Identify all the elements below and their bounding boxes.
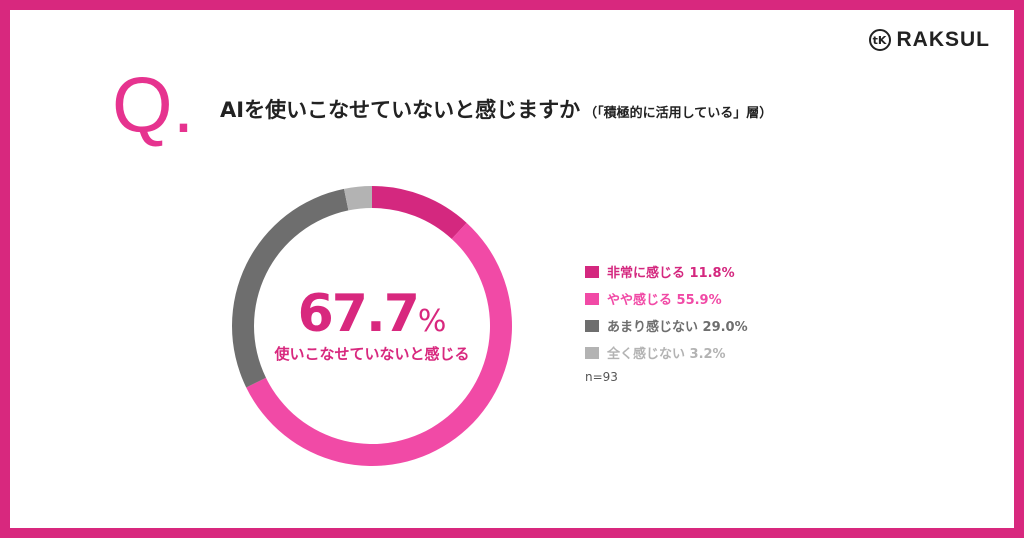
- raksul-logo-icon: tK: [868, 29, 891, 51]
- question-title: AIを使いこなせていないと感じますか （「積極的に活用している」層）: [220, 94, 772, 124]
- center-percent-sign: %: [417, 304, 447, 339]
- legend-item-1: 非常に感じる 11.8%: [585, 258, 748, 285]
- raksul-logo-text: RAKSUL: [896, 28, 990, 51]
- legend-item-3: あまり感じない 29.0%: [585, 312, 748, 339]
- center-label: 使いこなせていないと感じる: [274, 345, 470, 363]
- center-value: 67.7%: [222, 284, 522, 344]
- legend-swatch-3: [585, 319, 599, 332]
- question-mark-q: Q.: [112, 66, 194, 144]
- donut-slice-4: [344, 186, 372, 211]
- question-letter: Q: [112, 61, 173, 149]
- legend-item-4: 全く感じない 3.2%: [585, 339, 748, 366]
- legend-label-2: やや感じる 55.9%: [607, 293, 722, 308]
- legend-label-1: 非常に感じる 11.8%: [607, 266, 735, 281]
- raksul-logo: tK RAKSUL: [868, 28, 991, 52]
- donut-chart: [231, 186, 512, 466]
- question-sub-text: （「積極的に活用している」層）: [584, 106, 773, 121]
- chart-legend: 非常に感じる 11.8% やや感じる 55.9% あまり感じない 29.0% 全く感じ…: [585, 258, 748, 384]
- legend-swatch-2: [585, 292, 599, 305]
- donut-slice-3: [231, 188, 349, 388]
- question-dot: .: [172, 61, 195, 149]
- question-main-text: AIを使いこなせていないと感じますか: [220, 98, 581, 122]
- legend-label-4: 全く感じない 3.2%: [607, 347, 726, 362]
- legend-item-2: やや感じる 55.9%: [585, 285, 748, 312]
- donut-slice-1: [372, 186, 467, 240]
- sample-size: n=93: [585, 370, 618, 384]
- legend-swatch-4: [585, 346, 599, 359]
- center-number: 67.7: [297, 284, 420, 344]
- chart-card: [10, 10, 1014, 528]
- legend-swatch-1: [585, 265, 599, 278]
- donut-slice-2: [246, 222, 512, 466]
- legend-label-3: あまり感じない 29.0%: [607, 320, 748, 335]
